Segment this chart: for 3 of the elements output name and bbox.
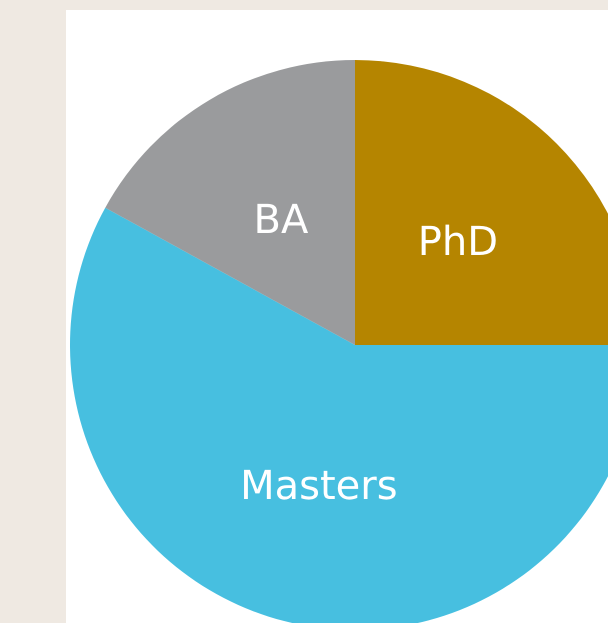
slice-label: PhD: [418, 219, 498, 266]
slice-label: BA: [254, 196, 309, 243]
slice-label: Masters: [240, 462, 398, 509]
